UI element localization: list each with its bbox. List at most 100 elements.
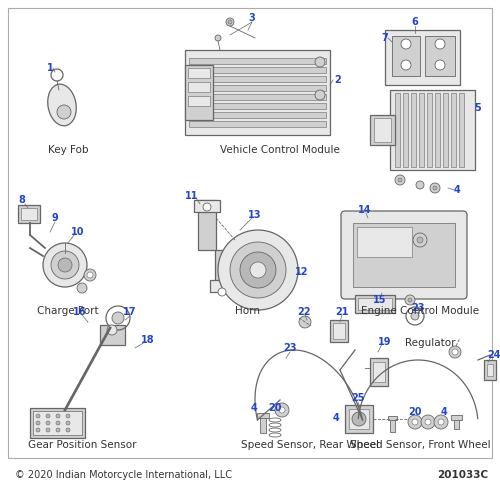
Text: 19: 19: [378, 337, 392, 347]
Circle shape: [58, 258, 72, 272]
Circle shape: [66, 428, 70, 432]
Circle shape: [46, 421, 50, 425]
Circle shape: [218, 230, 298, 310]
Bar: [210, 280, 234, 292]
Circle shape: [352, 412, 366, 426]
Bar: [373, 362, 385, 382]
Circle shape: [43, 243, 87, 287]
Circle shape: [107, 325, 117, 335]
Bar: [419, 93, 424, 167]
Bar: [188, 82, 210, 92]
Circle shape: [279, 407, 285, 413]
Circle shape: [203, 203, 211, 211]
Text: 10: 10: [72, 227, 85, 237]
Text: 23: 23: [411, 303, 425, 313]
Bar: [390, 90, 475, 170]
Text: Key Fob: Key Fob: [48, 145, 88, 155]
Text: 201033C: 201033C: [437, 470, 488, 480]
Bar: [188, 96, 210, 106]
Bar: [353, 223, 455, 287]
Circle shape: [433, 186, 437, 190]
Circle shape: [413, 233, 427, 247]
Text: 22: 22: [297, 307, 311, 317]
Text: 20: 20: [268, 403, 282, 413]
Circle shape: [395, 175, 405, 185]
Bar: [260, 415, 266, 433]
Bar: [33, 411, 82, 435]
Bar: [198, 200, 216, 250]
Bar: [484, 360, 496, 380]
Circle shape: [46, 414, 50, 418]
Text: 15: 15: [373, 295, 387, 305]
Bar: [189, 112, 326, 118]
Circle shape: [66, 421, 70, 425]
Text: Regulator: Regulator: [405, 338, 455, 348]
Bar: [487, 364, 493, 376]
Circle shape: [57, 105, 71, 119]
Bar: [333, 323, 345, 339]
Bar: [357, 227, 412, 257]
Bar: [345, 405, 373, 433]
Circle shape: [218, 288, 226, 296]
Circle shape: [449, 346, 461, 358]
Text: 11: 11: [185, 191, 199, 201]
Bar: [388, 416, 397, 420]
Text: Speed Sensor, Rear Wheel: Speed Sensor, Rear Wheel: [241, 440, 379, 450]
Text: Gear Position Sensor: Gear Position Sensor: [28, 440, 136, 450]
Bar: [385, 30, 460, 85]
Circle shape: [56, 428, 60, 432]
Bar: [390, 418, 395, 432]
Bar: [435, 93, 440, 167]
Text: 3: 3: [248, 13, 256, 23]
Ellipse shape: [48, 84, 76, 126]
Bar: [358, 298, 392, 310]
Circle shape: [36, 421, 40, 425]
Circle shape: [275, 403, 289, 417]
Bar: [425, 36, 455, 76]
Text: Charge Port: Charge Port: [37, 306, 99, 316]
Bar: [355, 295, 395, 313]
Bar: [185, 65, 213, 120]
Text: 13: 13: [248, 210, 262, 220]
Text: 5: 5: [474, 103, 482, 113]
Bar: [189, 58, 326, 64]
Circle shape: [234, 239, 242, 247]
Circle shape: [87, 272, 93, 278]
Text: 4: 4: [332, 413, 340, 423]
Circle shape: [408, 298, 412, 302]
Text: 24: 24: [487, 350, 500, 360]
Bar: [443, 93, 448, 167]
Bar: [189, 121, 326, 127]
Bar: [189, 94, 326, 100]
Circle shape: [46, 428, 50, 432]
Circle shape: [240, 252, 276, 288]
Circle shape: [435, 39, 445, 49]
Bar: [427, 93, 432, 167]
Circle shape: [435, 60, 445, 70]
Circle shape: [425, 419, 431, 425]
Bar: [330, 320, 348, 342]
Circle shape: [299, 316, 311, 328]
Text: 1: 1: [46, 63, 54, 73]
Bar: [189, 85, 326, 91]
Circle shape: [315, 57, 325, 67]
Circle shape: [56, 421, 60, 425]
Circle shape: [66, 414, 70, 418]
Circle shape: [411, 312, 419, 320]
Circle shape: [112, 312, 124, 324]
Bar: [194, 200, 220, 212]
Bar: [451, 93, 456, 167]
Circle shape: [315, 90, 325, 100]
Circle shape: [228, 20, 232, 24]
Circle shape: [438, 419, 444, 425]
Text: 16: 16: [73, 307, 87, 317]
Text: 20: 20: [408, 407, 422, 417]
Bar: [215, 250, 230, 290]
Text: 12: 12: [295, 267, 309, 277]
Circle shape: [417, 237, 423, 243]
Bar: [349, 409, 369, 429]
Bar: [21, 208, 37, 220]
Text: 4: 4: [440, 407, 448, 417]
Bar: [451, 415, 462, 420]
Text: Engine Control Module: Engine Control Module: [361, 306, 479, 316]
